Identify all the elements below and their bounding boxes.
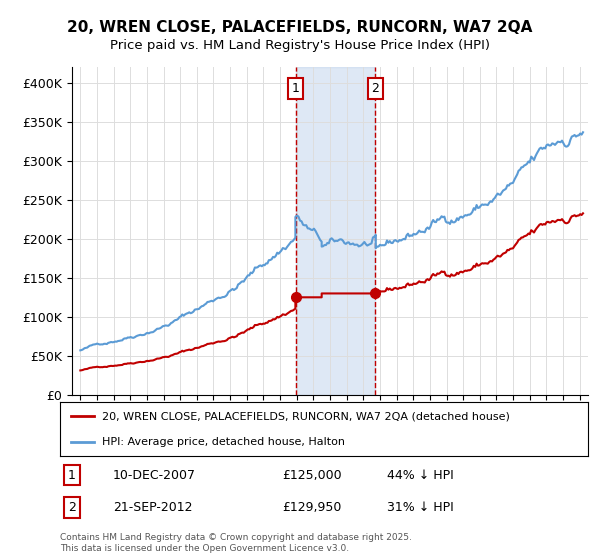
Text: 20, WREN CLOSE, PALACEFIELDS, RUNCORN, WA7 2QA: 20, WREN CLOSE, PALACEFIELDS, RUNCORN, W… bbox=[67, 20, 533, 35]
Text: 44% ↓ HPI: 44% ↓ HPI bbox=[388, 469, 454, 482]
Text: 21-SEP-2012: 21-SEP-2012 bbox=[113, 501, 193, 514]
Text: 2: 2 bbox=[371, 82, 379, 95]
Text: £129,950: £129,950 bbox=[282, 501, 341, 514]
Bar bbox=[296, 67, 375, 395]
Text: 2: 2 bbox=[68, 501, 76, 514]
Text: 1: 1 bbox=[292, 82, 299, 95]
Text: 31% ↓ HPI: 31% ↓ HPI bbox=[388, 501, 454, 514]
Text: Price paid vs. HM Land Registry's House Price Index (HPI): Price paid vs. HM Land Registry's House … bbox=[110, 39, 490, 52]
Text: HPI: Average price, detached house, Halton: HPI: Average price, detached house, Halt… bbox=[102, 437, 345, 446]
Text: £125,000: £125,000 bbox=[282, 469, 341, 482]
Text: 10-DEC-2007: 10-DEC-2007 bbox=[113, 469, 196, 482]
Text: 20, WREN CLOSE, PALACEFIELDS, RUNCORN, WA7 2QA (detached house): 20, WREN CLOSE, PALACEFIELDS, RUNCORN, W… bbox=[102, 412, 510, 421]
Text: Contains HM Land Registry data © Crown copyright and database right 2025.
This d: Contains HM Land Registry data © Crown c… bbox=[60, 533, 412, 553]
Text: 1: 1 bbox=[68, 469, 76, 482]
